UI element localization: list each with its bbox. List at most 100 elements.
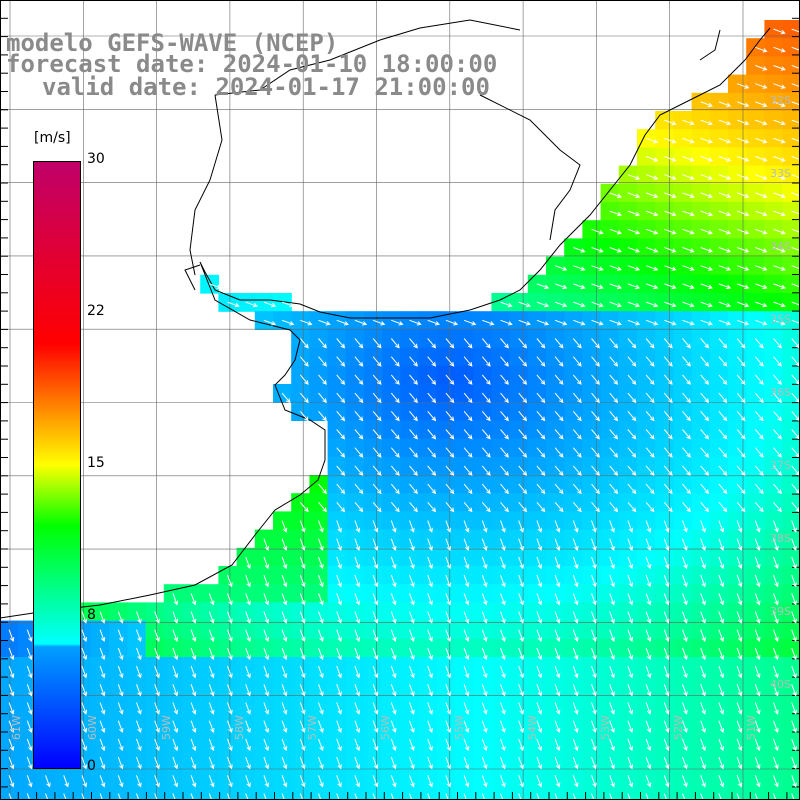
wind-arrow <box>718 283 731 289</box>
wind-arrowhead <box>780 302 786 308</box>
wind-arrowhead <box>395 416 400 422</box>
wind-arrowhead <box>264 764 270 770</box>
wind-arrow <box>409 629 415 642</box>
wind-arrowhead <box>449 452 455 458</box>
wind-arrow <box>554 319 567 325</box>
wind-arrow <box>773 247 785 253</box>
wind-arrow <box>791 101 800 106</box>
wind-arrowhead <box>428 673 433 679</box>
wind-arrow <box>245 756 251 769</box>
wind-arrow <box>718 137 731 143</box>
wind-arrowhead <box>373 709 379 715</box>
wind-arrow <box>81 684 87 696</box>
wind-arrow <box>736 647 742 660</box>
wind-arrowhead <box>486 471 491 476</box>
wind-arrowhead <box>264 582 270 588</box>
wind-arrowhead <box>504 507 509 513</box>
wind-arrow <box>645 720 651 733</box>
wind-arrow <box>572 429 582 440</box>
wind-arrow <box>572 465 582 476</box>
wind-arrowhead <box>613 452 619 458</box>
wind-arrowhead <box>100 709 106 715</box>
wind-arrow <box>591 465 600 476</box>
wind-arrow <box>245 647 251 660</box>
speed-cell <box>145 784 165 800</box>
wind-arrow <box>700 265 713 271</box>
wind-arrowhead <box>82 782 88 788</box>
wind-arrow <box>754 684 760 696</box>
wind-arrowhead <box>774 545 779 551</box>
wind-arrow <box>427 647 433 660</box>
wind-arrowhead <box>501 727 506 733</box>
wind-arrowhead <box>373 618 379 624</box>
wind-arrowhead <box>449 471 455 476</box>
wind-arrowhead <box>413 507 418 513</box>
wind-arrowhead <box>665 636 670 642</box>
wind-arrow <box>26 702 32 714</box>
wind-arrow <box>700 520 706 532</box>
wind-arrowhead <box>777 343 782 349</box>
wind-arrowhead <box>780 84 786 89</box>
wind-arrowhead <box>449 398 455 404</box>
wind-arrowhead <box>28 709 33 715</box>
wind-arrow <box>245 556 251 569</box>
wind-arrow <box>463 738 469 751</box>
wind-arrow <box>609 720 615 733</box>
wind-arrowhead <box>410 673 415 679</box>
wind-arrow <box>627 501 636 512</box>
wind-arrow <box>390 756 396 769</box>
wind-arrowhead <box>155 636 160 642</box>
wind-arrowhead <box>228 582 233 588</box>
wind-arrow <box>354 702 360 714</box>
wind-arrowhead <box>610 764 615 770</box>
wind-arrowhead <box>598 230 604 235</box>
wind-arrowhead <box>777 434 782 440</box>
wind-arrow <box>554 265 567 271</box>
speed-cell <box>436 784 456 800</box>
wind-arrow <box>26 629 32 642</box>
wind-arrow <box>518 465 527 476</box>
wind-arrow <box>627 356 636 367</box>
wind-arrow <box>773 338 782 349</box>
wind-arrowhead <box>759 471 764 476</box>
wind-arrowhead <box>428 545 433 551</box>
wind-arrowhead <box>392 673 397 679</box>
speed-cell <box>782 147 800 167</box>
wind-arrowhead <box>774 636 779 642</box>
wind-arrow <box>572 629 578 642</box>
wind-arrowhead <box>392 636 397 642</box>
wind-arrowhead <box>777 361 782 367</box>
wind-arrow <box>591 247 603 253</box>
wind-arrow <box>663 775 669 787</box>
wind-arrow <box>481 756 487 769</box>
wind-arrow <box>117 738 123 751</box>
wind-arrow <box>227 665 233 678</box>
wind-arrow <box>409 647 415 660</box>
wind-arrowhead <box>28 636 33 642</box>
wind-arrowhead <box>665 618 670 624</box>
colorbar-tick: 0 <box>87 758 96 774</box>
lon-label: 54W <box>526 715 539 740</box>
wind-arrowhead <box>653 230 659 235</box>
wind-arrow <box>664 192 676 198</box>
wind-arrow <box>645 210 658 216</box>
wind-arrow <box>573 283 585 289</box>
wind-arrow <box>645 538 651 551</box>
wind-arrowhead <box>282 764 288 770</box>
wind-arrow <box>8 629 14 642</box>
wind-arrowhead <box>744 102 750 108</box>
wind-arrowhead <box>722 416 728 422</box>
wind-arrow <box>682 574 688 587</box>
wind-arrowhead <box>464 582 470 588</box>
wind-arrowhead <box>337 600 342 606</box>
wind-arrowhead <box>737 600 743 606</box>
wind-arrowhead <box>707 157 713 162</box>
speed-cell <box>637 784 656 800</box>
wind-arrow <box>645 738 651 751</box>
wind-arrowhead <box>322 361 327 367</box>
wind-arrow <box>754 611 760 623</box>
wind-arrowhead <box>610 709 615 715</box>
wind-arrowhead <box>522 343 528 349</box>
wind-arrowhead <box>304 380 309 385</box>
wind-arrow <box>554 283 567 289</box>
